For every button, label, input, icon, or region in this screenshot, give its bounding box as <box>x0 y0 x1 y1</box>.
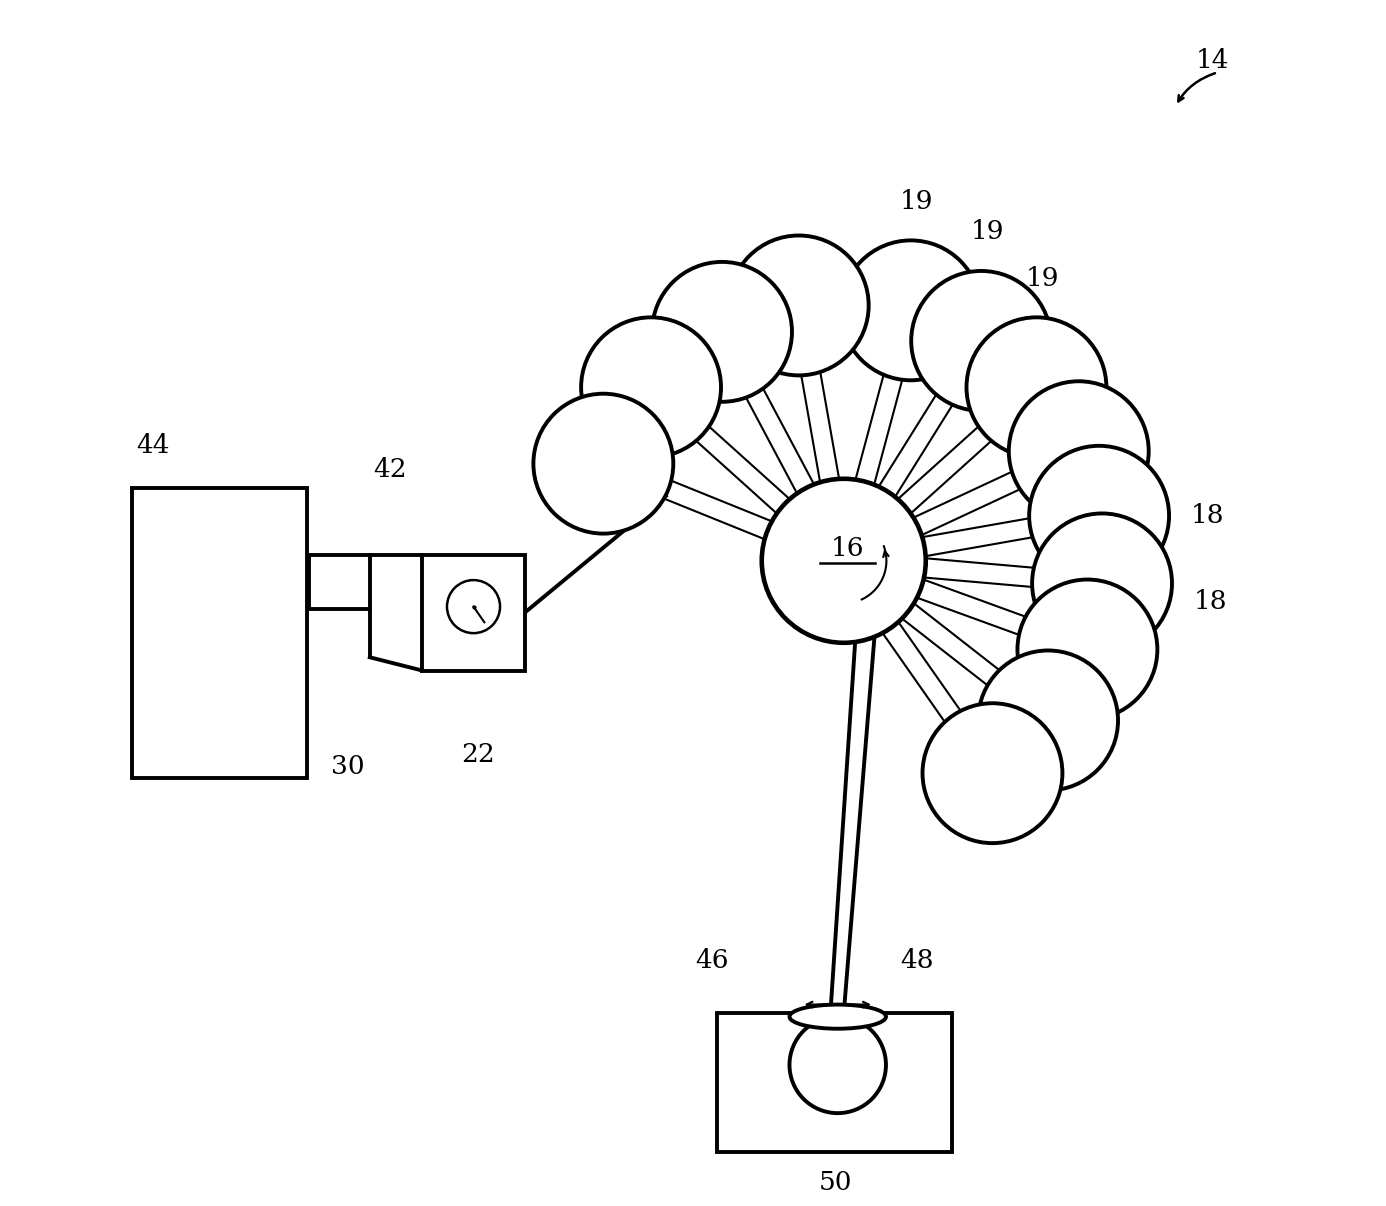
Circle shape <box>651 262 791 402</box>
Circle shape <box>923 703 1063 843</box>
Text: 42: 42 <box>373 457 407 482</box>
Circle shape <box>966 317 1106 457</box>
Text: 30: 30 <box>331 754 365 779</box>
Text: 48: 48 <box>901 948 934 973</box>
Text: 18: 18 <box>1191 503 1224 528</box>
Bar <box>423 555 525 671</box>
Text: 19: 19 <box>970 219 1003 245</box>
Ellipse shape <box>790 1005 886 1029</box>
Circle shape <box>790 1017 886 1113</box>
Bar <box>717 1013 952 1152</box>
Circle shape <box>762 479 926 643</box>
Circle shape <box>979 650 1119 790</box>
Circle shape <box>446 580 500 633</box>
Text: 46: 46 <box>696 948 729 973</box>
Text: 19: 19 <box>1026 265 1059 291</box>
Circle shape <box>1030 446 1168 586</box>
Text: 16: 16 <box>830 537 863 561</box>
Circle shape <box>841 240 981 380</box>
Circle shape <box>1009 381 1149 521</box>
Circle shape <box>1033 514 1173 654</box>
Text: 18: 18 <box>1193 589 1227 614</box>
Circle shape <box>1017 580 1157 720</box>
Text: 14: 14 <box>1196 48 1229 74</box>
Circle shape <box>581 317 721 457</box>
Text: 19: 19 <box>900 189 934 213</box>
Circle shape <box>534 393 674 533</box>
Text: 50: 50 <box>819 1170 852 1195</box>
Circle shape <box>729 235 869 375</box>
Text: 44: 44 <box>136 433 169 458</box>
Circle shape <box>911 271 1051 411</box>
Text: 22: 22 <box>462 742 495 767</box>
Bar <box>132 488 308 778</box>
